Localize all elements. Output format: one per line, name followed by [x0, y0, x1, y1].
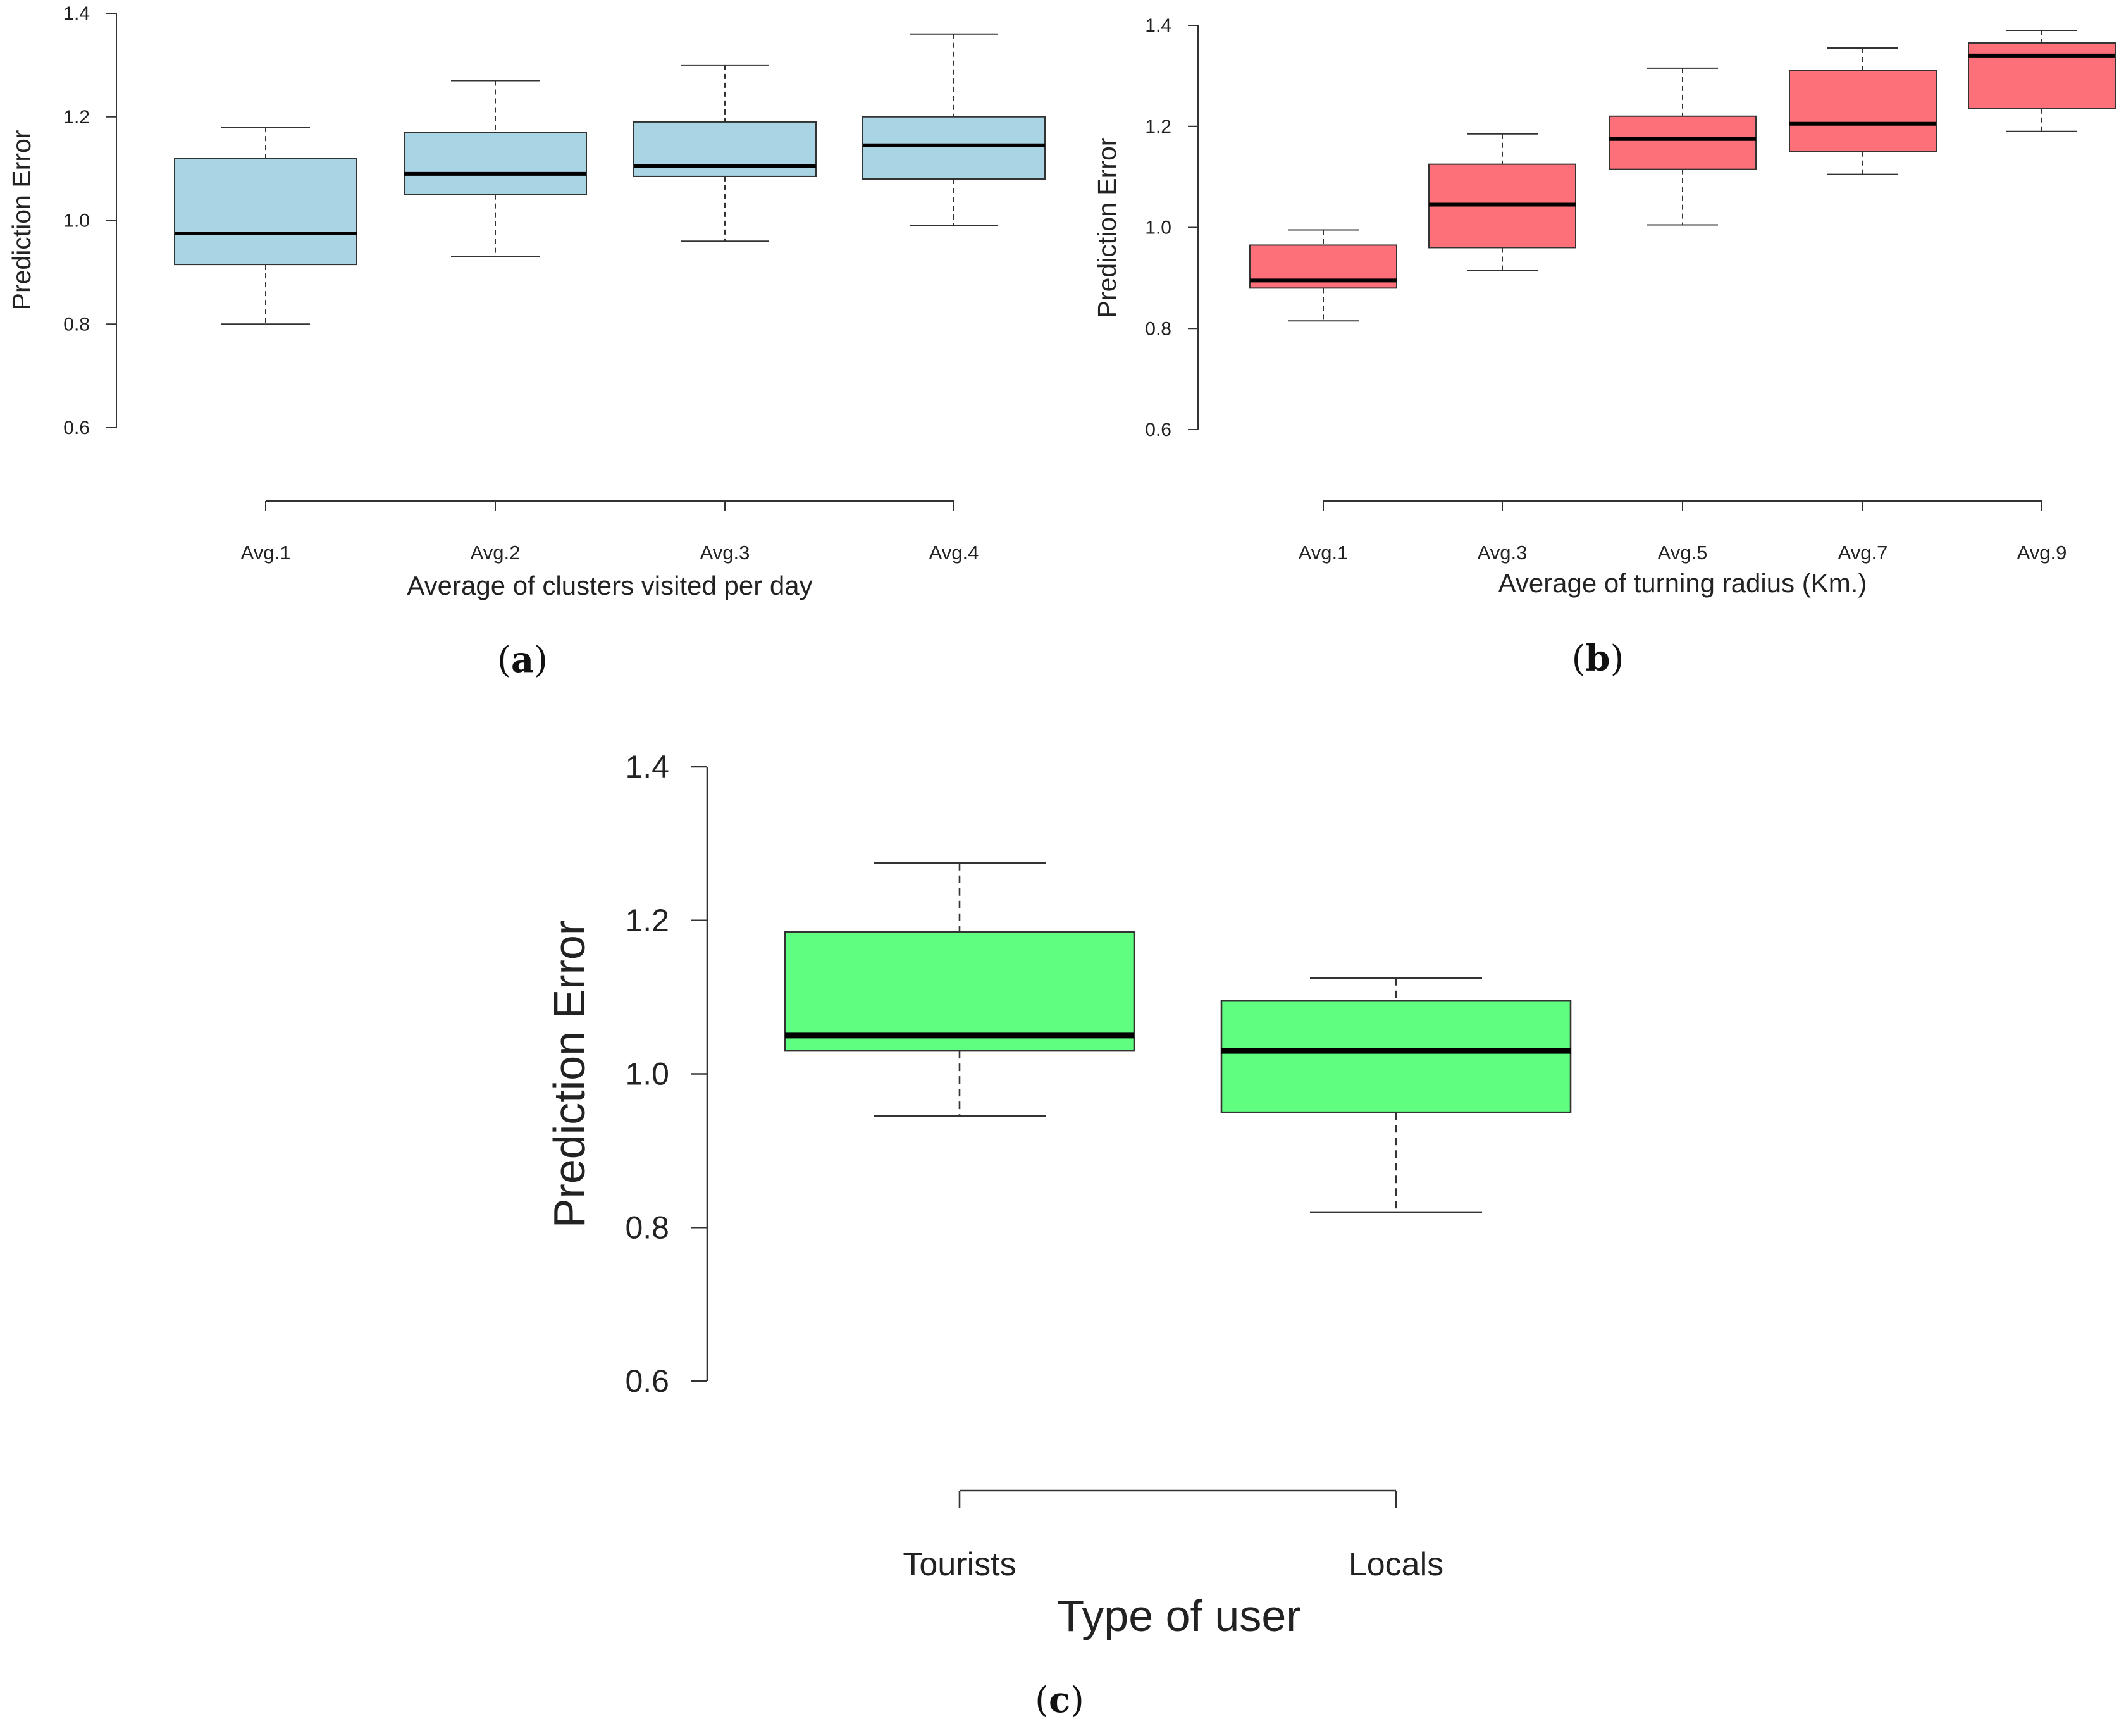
y-tick-label: 1.2: [63, 107, 90, 128]
y-tick-label: 1.2: [625, 903, 669, 938]
x-tick-label: Avg.3: [700, 542, 750, 564]
y-tick-label: 1.4: [63, 3, 90, 24]
y-tick-label: 1.4: [625, 749, 669, 784]
box-avg-5: [1609, 67, 1757, 226]
panel-label-open-paren: (: [1572, 638, 1586, 679]
panel-label-open-paren: (: [1035, 1680, 1049, 1721]
box-avg-7: [1789, 47, 1937, 175]
y-tick-label: 1.0: [63, 211, 90, 232]
iqr-box: [784, 931, 1135, 1052]
box-avg-3: [633, 64, 817, 242]
x-tick-label: Avg.1: [241, 542, 291, 564]
box-avg-4: [862, 33, 1046, 226]
iqr-box: [1609, 115, 1757, 170]
y-tick-label: 0.8: [1145, 318, 1171, 339]
iqr-box: [404, 132, 587, 195]
y-tick-label: 1.0: [625, 1057, 669, 1092]
iqr-box: [633, 121, 817, 177]
x-axis-title: Type of user: [1057, 1591, 1300, 1640]
y-axis-title: Prediction Error: [7, 130, 36, 311]
box-avg-3: [1428, 133, 1576, 271]
y-tick-label: 0.6: [63, 418, 90, 438]
box-tourists: [784, 862, 1135, 1117]
panel-label-letter: c: [1049, 1679, 1070, 1721]
y-tick-label: 1.4: [1145, 15, 1171, 36]
x-tick-label: Avg.9: [2017, 542, 2067, 564]
iqr-box: [1968, 42, 2116, 109]
x-axis-title: Average of clusters visited per day: [407, 571, 812, 600]
x-tick-label: Avg.3: [1478, 542, 1528, 564]
box-avg-9: [1968, 29, 2116, 132]
iqr-box: [174, 158, 357, 266]
box-avg-1: [1249, 229, 1397, 322]
y-tick-label: 1.0: [1145, 218, 1171, 239]
panel-label: (b): [1572, 638, 1624, 679]
panel-a: 0.6 0.8 1.0 1.2 1.4 Prediction Error Avg.1 Avg.…: [7, 3, 1046, 681]
x-tick-label: Avg.1: [1299, 542, 1349, 564]
x-tick-label: Avg.5: [1658, 542, 1708, 564]
box-avg-1: [174, 127, 357, 325]
panel-label-letter: a: [511, 639, 534, 681]
panel-label-open-paren: (: [497, 640, 511, 681]
iqr-box: [1220, 1000, 1572, 1113]
panel-b: 0.6 0.8 1.0 1.2 1.4 Prediction Error Avg.1 Avg.…: [1092, 15, 2116, 679]
panel-c: 0.6 0.8 1.0 1.2 1.4 Prediction Error Tourists L…: [545, 749, 1572, 1721]
y-tick-label: 0.8: [63, 314, 90, 335]
y-tick-label: 1.2: [1145, 116, 1171, 137]
y-tick-label: 0.6: [625, 1363, 669, 1399]
panel-label-close-paren: ): [534, 640, 548, 681]
y-axis-title: Prediction Error: [1092, 138, 1121, 318]
x-tick-label: Avg.7: [1838, 542, 1888, 564]
box-avg-2: [404, 80, 587, 257]
panel-label: (a): [497, 639, 548, 681]
panel-label-close-paren: ): [1070, 1680, 1084, 1721]
x-tick-label: Avg.2: [471, 542, 521, 564]
y-tick-label: 0.8: [625, 1210, 669, 1245]
panel-label-close-paren: ): [1610, 638, 1624, 679]
x-tick-label: Avg.4: [929, 542, 979, 564]
panel-label: (c): [1035, 1679, 1084, 1721]
iqr-box: [862, 116, 1046, 180]
x-tick-label: Tourists: [903, 1546, 1016, 1583]
panel-label-letter: b: [1585, 638, 1610, 679]
y-axis-title: Prediction Error: [545, 921, 594, 1228]
x-axis-title: Average of turning radius (Km.): [1498, 568, 1867, 598]
iqr-box: [1789, 70, 1937, 152]
y-tick-label: 0.6: [1145, 419, 1171, 440]
x-tick-label: Locals: [1349, 1546, 1443, 1583]
box-locals: [1220, 977, 1572, 1213]
